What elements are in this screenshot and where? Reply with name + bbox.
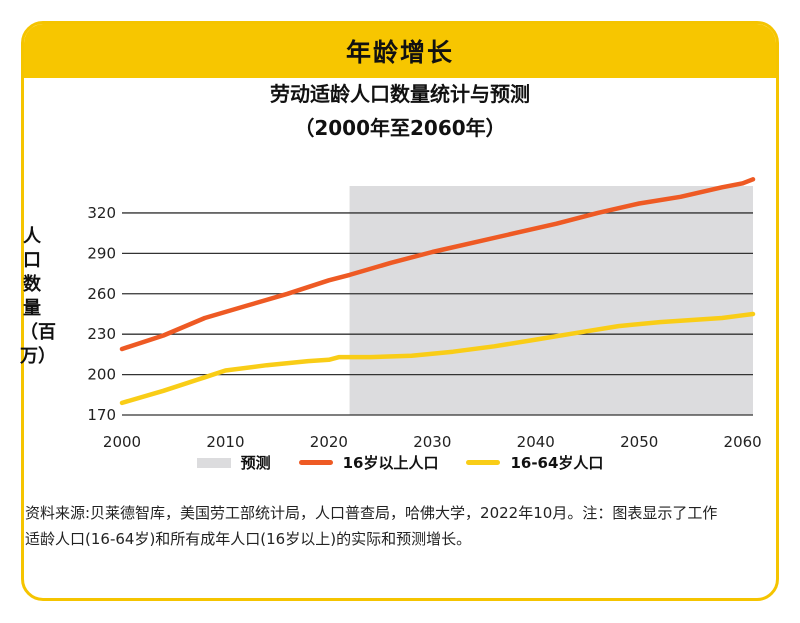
adult-swatch (298, 460, 333, 465)
series-line-adult (119, 177, 756, 352)
y-tick-label: 260 (87, 285, 116, 303)
working-age-swatch (466, 460, 501, 465)
x-tick-label: 2030 (413, 433, 451, 451)
x-tick-label: 2060 (724, 433, 762, 451)
y-tick-label: 200 (87, 366, 116, 384)
chart-title: 劳动适龄人口数量统计与预测 (270, 82, 530, 106)
x-tick-label: 2000 (103, 433, 141, 451)
chart-subtitle: （2000年至2060年） (294, 116, 506, 140)
y-tick-label: 230 (87, 325, 116, 343)
y-tick-label: 320 (87, 204, 116, 222)
legend-item-working-age: 16-64岁人口 (466, 452, 603, 473)
series-line-working-age (119, 311, 756, 406)
y-tick-label: 290 (87, 244, 116, 262)
legend-item-forecast: 预测 (196, 452, 271, 473)
x-tick-label: 2020 (310, 433, 348, 451)
legend-label-adult: 16岁以上人口 (342, 454, 439, 472)
legend-label-forecast: 预测 (240, 454, 271, 472)
header-banner: 年龄增长 (24, 24, 776, 78)
x-tick-label: 2010 (206, 433, 244, 451)
legend-item-adult: 16岁以上人口 (298, 452, 439, 473)
forecast-region (349, 186, 753, 415)
legend-label-working-age: 16-64岁人口 (510, 454, 604, 472)
x-tick-label: 2040 (517, 433, 555, 451)
banner-title: 年龄增长 (345, 38, 454, 67)
chart-legend: 预测 16岁以上人口 16-64岁人口 (0, 452, 800, 473)
source-note: 资料来源:贝莱德智库，美国劳工部统计局，人口普查局，哈佛大学，2022年10月。… (25, 504, 718, 548)
forecast-swatch (196, 457, 231, 468)
y-tick-label: 170 (87, 406, 116, 424)
x-tick-label: 2050 (620, 433, 658, 451)
